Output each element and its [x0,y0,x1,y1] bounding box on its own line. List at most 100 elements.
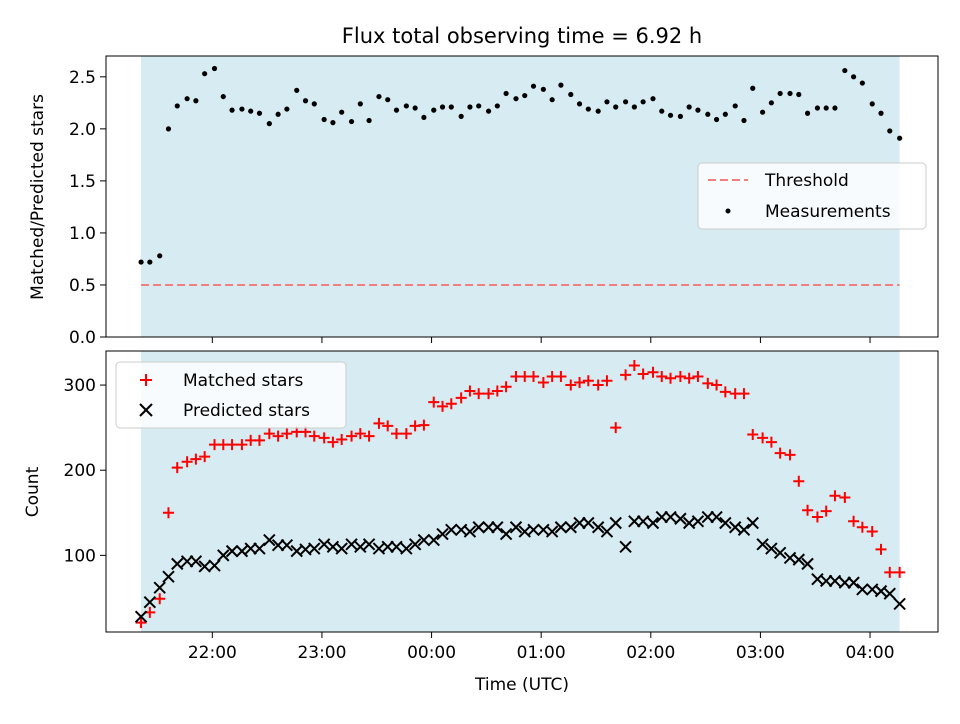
legend-matched-label: Matched stars [183,371,303,391]
measurement-point [193,98,199,104]
predicted-star-point [591,521,605,534]
predicted-star-point [162,570,175,583]
predicted-star-point [271,538,285,552]
matched-star-point [637,368,649,380]
matched-star-point [437,400,449,412]
predicted-star-point [765,542,778,555]
matched-star-point [757,432,769,444]
predicted-star-point [362,538,376,551]
matched-star-point [537,377,549,389]
measurement-point [650,96,656,102]
measurement-point [339,109,345,115]
count-x-tick-label: 23:00 [297,643,346,663]
matched-star-point [829,490,841,502]
predicted-star-point [491,521,504,534]
ratio-y-axis: 0.0 0.5 1.0 1.5 2.0 2.5 [69,68,106,348]
matched-star-point [582,375,594,387]
measurement-point [448,104,454,110]
figure-title: Flux total observing time = 6.92 h [342,24,702,48]
predicted-star-point [893,597,906,611]
predicted-star-point [819,574,833,588]
measurement-point [705,111,711,117]
measurement-point [859,80,865,86]
matched-star-point [428,396,440,408]
predicted-star-point [335,542,348,555]
measurement-point [284,106,290,112]
matched-star-point [473,388,485,400]
matched-star-point [263,428,275,440]
ratio-y-tick-label: 2.5 [69,68,96,88]
measurement-point [239,106,245,112]
measurement-point [138,259,144,265]
predicted-star-point [792,553,805,566]
measurement-point [814,105,821,111]
measurement-point [421,114,427,121]
count-x-tick-label: 02:00 [626,643,675,663]
predicted-star-point [564,521,577,534]
predicted-star-point [134,610,148,623]
predicted-star-point [701,510,715,524]
predicted-star-point [847,576,860,589]
measurement-point [796,91,802,98]
measurement-point [266,121,272,127]
predicted-stars-series [134,510,906,623]
measurement-point [275,111,281,117]
matched-star-point [555,371,567,383]
predicted-star-point [225,544,239,558]
count-frame [105,350,939,633]
predicted-star-point [719,516,732,530]
measurement-point [530,83,537,89]
measurement-point [311,101,317,107]
predicted-star-point [263,533,276,547]
count-x-tick-label: 03:00 [736,643,785,663]
predicted-star-point [280,538,294,552]
measurement-point [348,118,355,125]
matched-star-point [747,428,759,440]
predicted-star-point [354,540,367,554]
measurement-point [695,107,701,113]
count-y-tick-label: 300 [64,376,96,396]
matched-star-point [683,372,695,384]
predicted-star-point [235,544,249,558]
predicted-star-point [674,512,687,525]
measurement-point [741,117,747,124]
measurement-point [604,99,610,105]
legend-measurements-swatch [725,208,731,214]
matched-star-point [181,456,193,468]
measurement-point [677,113,683,119]
ratio-y-label: Matched/Predicted stars [28,94,48,300]
matched-star-point [455,392,467,404]
ratio-y-tick-label: 1.5 [69,172,96,192]
legend-measurements-label: Measurements [765,202,891,222]
count-x-tick-label: 04:00 [846,643,895,663]
matched-star-point [528,371,540,383]
measurement-point [294,87,300,93]
measurement-point [686,104,692,110]
matched-star-point [875,543,887,555]
matched-star-point [820,505,832,517]
measurement-point [229,107,235,113]
predicted-star-point [609,516,622,530]
matched-star-point [665,372,677,384]
matched-star-point [190,453,202,465]
measurement-point [385,97,391,103]
predicted-star-point [509,521,523,534]
matched-star-point [445,398,457,410]
predicted-star-point [317,538,331,551]
matched-star-point [253,434,265,446]
x-axis-label: Time (UTC) [474,675,569,695]
matched-star-point [418,419,430,431]
predicted-star-point [463,525,477,538]
predicted-star-point [828,574,842,588]
predicted-star-point [217,549,230,562]
matched-star-point [894,566,906,578]
count-y-tick-label: 100 [64,546,96,566]
ratio-y-tick-label: 1.0 [69,224,96,244]
predicted-star-point [527,523,540,537]
predicted-star-point [390,540,403,554]
matched-star-point [226,439,238,451]
measurement-point [147,259,153,265]
predicted-star-point [573,516,586,530]
ratio-legend: Threshold Measurements [697,162,927,230]
